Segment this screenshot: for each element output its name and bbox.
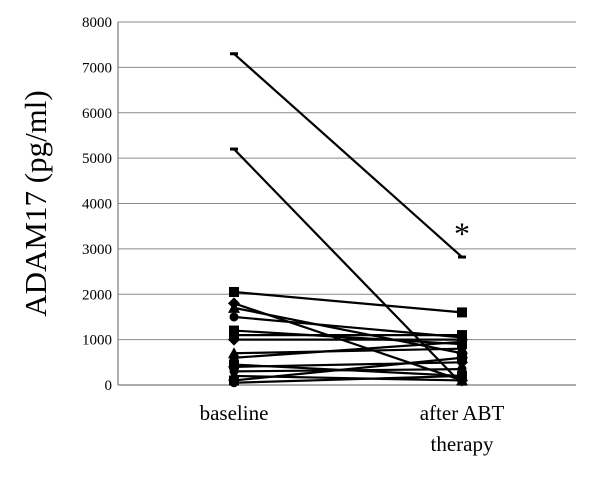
- marker-circle: [229, 378, 239, 388]
- y-axis-title: ADAM17 (pg/ml): [18, 90, 53, 316]
- marker-diamond: [228, 333, 240, 346]
- series-line-1: [233, 52, 463, 258]
- series-line-13: [233, 361, 463, 368]
- marker-square: [457, 352, 467, 363]
- marker-square: [457, 307, 467, 318]
- series-line-5: [233, 306, 463, 355]
- marker-triangle: [228, 301, 240, 313]
- marker-dash: [458, 255, 466, 259]
- series-line-7: [233, 329, 463, 346]
- annotations: *: [454, 216, 470, 252]
- marker-circle: [457, 364, 467, 374]
- marker-circle: [457, 337, 467, 347]
- series-line-3: [233, 290, 463, 314]
- marker-dash: [230, 147, 238, 151]
- y-tick-label: 8000: [82, 15, 112, 31]
- series-line-10: [233, 347, 463, 355]
- y-tick-labels: 0 1000 2000 3000 4000 5000 6000 7000 8000: [82, 15, 112, 394]
- series-line-17: [233, 374, 463, 384]
- y-tick-label: 4000: [82, 197, 112, 213]
- marker-circle: [457, 371, 467, 381]
- marker-dash: [230, 52, 238, 56]
- y-tick-label: 0: [105, 378, 113, 394]
- y-tick-label: 7000: [82, 60, 112, 76]
- y-tick-label: 5000: [82, 151, 112, 167]
- significance-asterisk: *: [454, 216, 470, 252]
- data-markers: [228, 52, 468, 388]
- series-line-16: [233, 356, 463, 382]
- y-tick-label: 1000: [82, 333, 112, 349]
- series-line-6: [233, 315, 463, 339]
- series-line-14: [233, 368, 463, 373]
- x-category-label: baseline: [200, 401, 269, 425]
- series-lines: [233, 52, 463, 385]
- y-tick-label: 6000: [82, 106, 112, 122]
- axes: [117, 22, 576, 386]
- series-line-11: [233, 340, 463, 359]
- y-tick-label: 3000: [82, 242, 112, 258]
- x-category-label: after ABT therapy: [420, 401, 505, 456]
- marker-circle: [229, 312, 239, 322]
- grid-lines: [118, 21, 576, 341]
- y-tick-label: 2000: [82, 287, 112, 303]
- marker-square: [229, 286, 239, 297]
- x-category-labels: baseline after ABT therapy: [200, 401, 505, 456]
- marker-triangle: [456, 342, 468, 354]
